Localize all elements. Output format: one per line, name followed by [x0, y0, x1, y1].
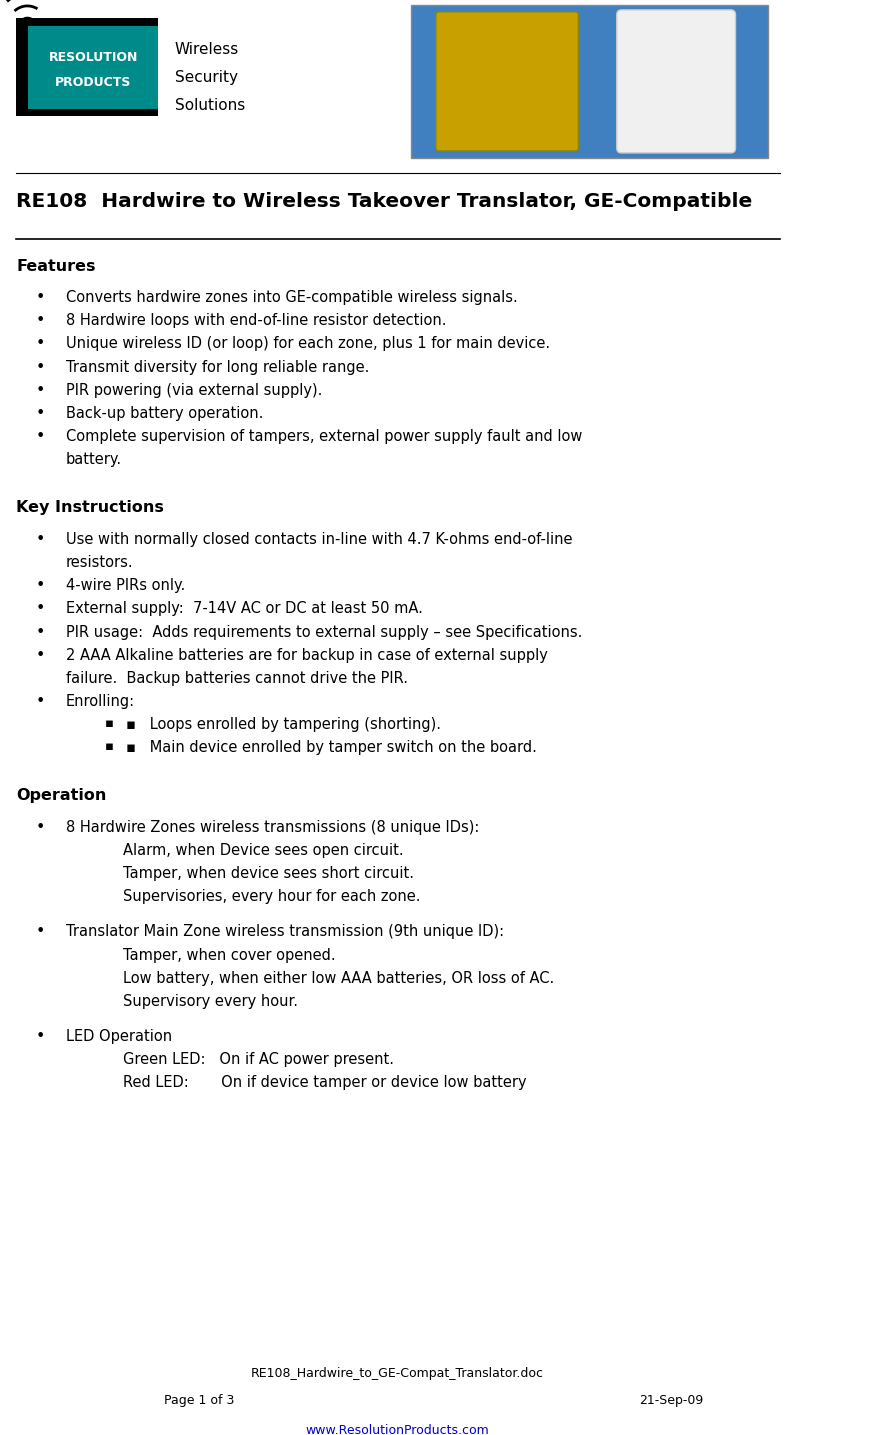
- Text: ▪   Loops enrolled by tampering (shorting).: ▪ Loops enrolled by tampering (shorting)…: [126, 718, 441, 732]
- Text: Use with normally closed contacts in-line with 4.7 K-ohms end-of-line: Use with normally closed contacts in-lin…: [66, 532, 572, 547]
- Text: 4-wire PIRs only.: 4-wire PIRs only.: [66, 578, 185, 593]
- Text: Converts hardwire zones into GE-compatible wireless signals.: Converts hardwire zones into GE-compatib…: [66, 290, 517, 306]
- Text: External supply:  7-14V AC or DC at least 50 mA.: External supply: 7-14V AC or DC at least…: [66, 601, 422, 617]
- Text: •: •: [36, 336, 45, 352]
- Text: •: •: [36, 313, 45, 329]
- Text: Operation: Operation: [17, 788, 107, 804]
- Text: •: •: [36, 406, 45, 420]
- Text: •: •: [36, 290, 45, 306]
- Text: RE108  Hardwire to Wireless Takeover Translator, GE-Compatible: RE108 Hardwire to Wireless Takeover Tran…: [17, 192, 753, 211]
- Text: Translator Main Zone wireless transmission (9th unique ID):: Translator Main Zone wireless transmissi…: [66, 924, 504, 940]
- Text: •: •: [36, 695, 45, 709]
- Text: resistors.: resistors.: [66, 555, 133, 570]
- FancyBboxPatch shape: [29, 26, 158, 109]
- Text: •: •: [36, 647, 45, 663]
- Text: •: •: [36, 532, 45, 547]
- FancyBboxPatch shape: [436, 11, 578, 151]
- Text: •: •: [36, 360, 45, 375]
- Text: 8 Hardwire loops with end-of-line resistor detection.: 8 Hardwire loops with end-of-line resist…: [66, 313, 446, 329]
- Text: Red LED:       On if device tamper or device low battery: Red LED: On if device tamper or device l…: [124, 1075, 527, 1091]
- Text: •: •: [36, 924, 45, 940]
- Text: battery.: battery.: [66, 452, 122, 468]
- Text: •: •: [36, 1029, 45, 1045]
- Text: Supervisory every hour.: Supervisory every hour.: [124, 994, 299, 1009]
- Text: 8 Hardwire Zones wireless transmissions (8 unique IDs):: 8 Hardwire Zones wireless transmissions …: [66, 819, 479, 835]
- Text: Low battery, when either low AAA batteries, OR loss of AC.: Low battery, when either low AAA batteri…: [124, 971, 555, 986]
- Text: 21-Sep-09: 21-Sep-09: [639, 1395, 704, 1408]
- Text: RE108_Hardwire_to_GE-Compat_Translator.doc: RE108_Hardwire_to_GE-Compat_Translator.d…: [251, 1366, 544, 1379]
- Text: •: •: [36, 383, 45, 397]
- Text: •: •: [36, 601, 45, 617]
- Text: Security: Security: [174, 70, 238, 85]
- Text: Transmit diversity for long reliable range.: Transmit diversity for long reliable ran…: [66, 360, 369, 375]
- Text: Unique wireless ID (or loop) for each zone, plus 1 for main device.: Unique wireless ID (or loop) for each zo…: [66, 336, 550, 352]
- Text: •: •: [36, 429, 45, 445]
- FancyBboxPatch shape: [411, 4, 767, 158]
- Text: Green LED:   On if AC power present.: Green LED: On if AC power present.: [124, 1052, 395, 1068]
- Text: LED Operation: LED Operation: [66, 1029, 172, 1045]
- Text: 2 AAA Alkaline batteries are for backup in case of external supply: 2 AAA Alkaline batteries are for backup …: [66, 647, 548, 663]
- FancyBboxPatch shape: [617, 10, 735, 154]
- Text: •: •: [36, 819, 45, 835]
- FancyBboxPatch shape: [17, 17, 158, 116]
- Text: ▪: ▪: [105, 740, 114, 753]
- Text: Page 1 of 3: Page 1 of 3: [165, 1395, 235, 1408]
- Text: ▪   Main device enrolled by tamper switch on the board.: ▪ Main device enrolled by tamper switch …: [126, 740, 537, 755]
- Text: Tamper, when device sees short circuit.: Tamper, when device sees short circuit.: [124, 867, 415, 881]
- Text: Complete supervision of tampers, external power supply fault and low: Complete supervision of tampers, externa…: [66, 429, 582, 445]
- Text: PRODUCTS: PRODUCTS: [55, 76, 132, 89]
- Text: RESOLUTION: RESOLUTION: [49, 50, 138, 63]
- Text: Supervisories, every hour for each zone.: Supervisories, every hour for each zone.: [124, 890, 421, 904]
- Text: PIR powering (via external supply).: PIR powering (via external supply).: [66, 383, 322, 397]
- Text: •: •: [36, 578, 45, 593]
- Text: Wireless: Wireless: [174, 43, 239, 57]
- Text: www.ResolutionProducts.com: www.ResolutionProducts.com: [306, 1424, 490, 1435]
- Text: ▪: ▪: [105, 718, 114, 730]
- Text: failure.  Backup batteries cannot drive the PIR.: failure. Backup batteries cannot drive t…: [66, 672, 408, 686]
- Text: PIR usage:  Adds requirements to external supply – see Specifications.: PIR usage: Adds requirements to external…: [66, 624, 582, 640]
- Text: •: •: [36, 624, 45, 640]
- Text: Tamper, when cover opened.: Tamper, when cover opened.: [124, 947, 336, 963]
- Text: Key Instructions: Key Instructions: [17, 501, 165, 515]
- Text: Features: Features: [17, 258, 96, 274]
- Text: Back-up battery operation.: Back-up battery operation.: [66, 406, 263, 420]
- Text: Solutions: Solutions: [174, 98, 245, 113]
- Text: Enrolling:: Enrolling:: [66, 695, 135, 709]
- Text: Alarm, when Device sees open circuit.: Alarm, when Device sees open circuit.: [124, 844, 404, 858]
